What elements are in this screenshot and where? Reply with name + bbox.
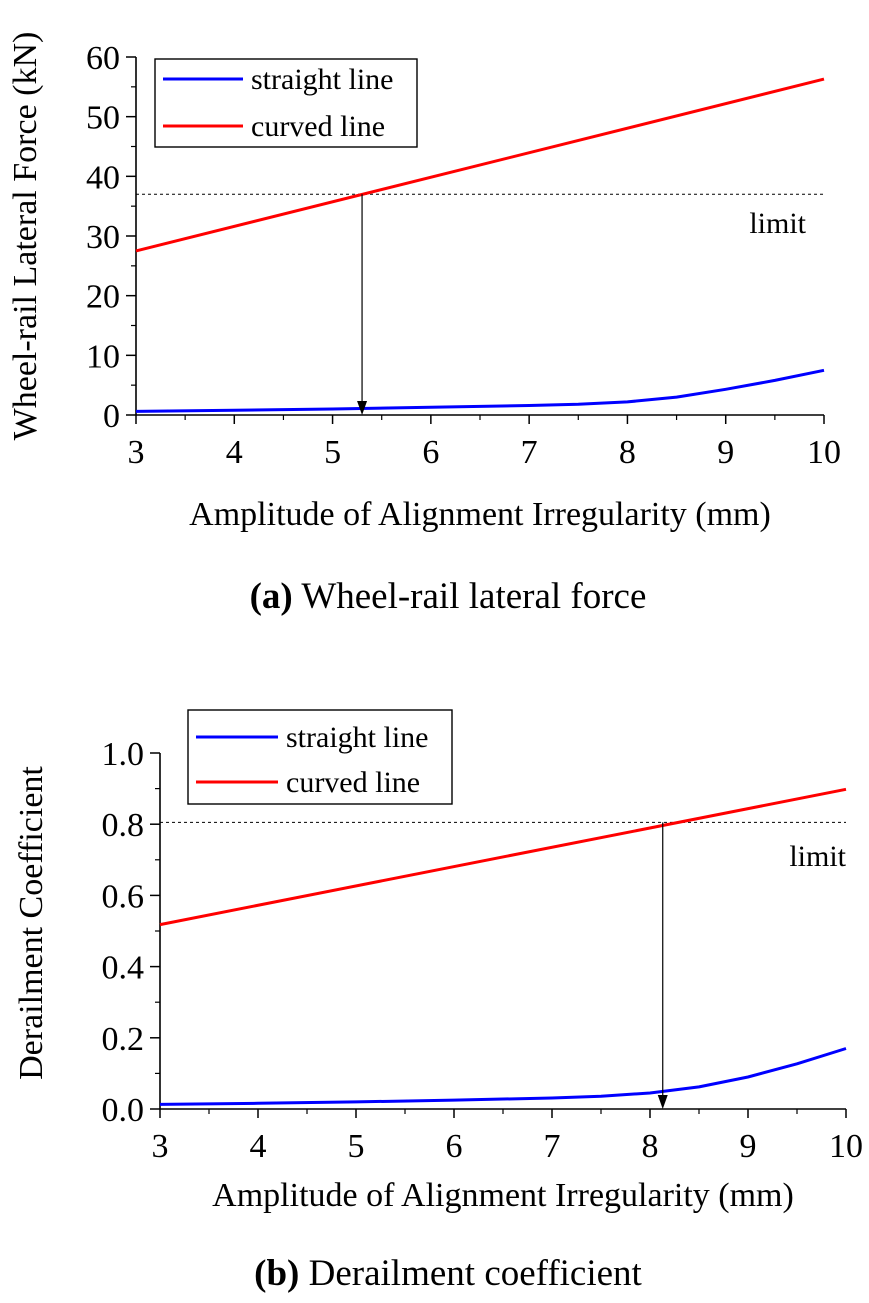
legend-label: straight line xyxy=(251,63,393,96)
chart-panel-b: 3 4 5 6 7 8 9 10 0.0 0.2 0.4 0.6 0.8 1.0 limit straight… xyxy=(13,709,863,1294)
intersection-arrow-head xyxy=(357,401,368,415)
legend-label: curved line xyxy=(286,766,420,799)
y-axis-title: Derailment Coefficient xyxy=(13,766,50,1080)
y-tick-label: 0.0 xyxy=(102,1092,145,1129)
x-tick-label: 4 xyxy=(226,434,243,471)
panel-caption: (a) Wheel-rail lateral force xyxy=(250,576,647,617)
y-tick-label: 0.2 xyxy=(102,1021,145,1058)
y-tick-label: 0 xyxy=(103,398,120,435)
intersection-arrow-head xyxy=(657,1095,668,1109)
legend-label: straight line xyxy=(286,721,428,754)
x-tick-label: 5 xyxy=(348,1128,365,1165)
y-axis-title: Wheel-rail Lateral Force (kN) xyxy=(7,32,44,441)
x-tick-label: 3 xyxy=(152,1128,169,1165)
x-tick-label: 7 xyxy=(544,1128,561,1165)
x-tick-label: 7 xyxy=(521,434,538,471)
y-tick-label: 40 xyxy=(86,159,120,196)
panel-label: (b) xyxy=(254,1253,299,1294)
y-tick-label: 0.4 xyxy=(102,950,145,987)
x-tick-label: 8 xyxy=(619,434,636,471)
x-tick-label: 6 xyxy=(446,1128,463,1165)
limit-label: limit xyxy=(789,840,846,873)
series-curved-line xyxy=(135,77,825,253)
x-tick-label: 4 xyxy=(250,1128,267,1165)
panel-label: (a) xyxy=(250,576,293,617)
y-tick-label: 10 xyxy=(86,338,120,375)
y-tick-label: 0.6 xyxy=(102,878,145,915)
legend-label: curved line xyxy=(251,110,385,143)
panel-caption: (b) Derailment coefficient xyxy=(254,1253,642,1294)
x-tick-label: 9 xyxy=(717,434,734,471)
x-tick-label: 5 xyxy=(324,434,341,471)
x-tick-label: 6 xyxy=(422,434,439,471)
x-axis-title: Amplitude of Alignment Irregularity (mm) xyxy=(212,1177,794,1214)
x-tick-label: 10 xyxy=(829,1128,863,1165)
legend-box xyxy=(154,58,418,148)
series-curved-line xyxy=(159,787,847,927)
x-axis-title: Amplitude of Alignment Irregularity (mm) xyxy=(189,496,771,533)
chart-panel-a: 3 4 5 6 7 8 9 10 0 10 20 30 40 50 60 limit straight line… xyxy=(7,32,841,617)
y-tick-label: 1.0 xyxy=(102,736,145,773)
x-tick-label: 10 xyxy=(807,434,841,471)
y-tick-label: 50 xyxy=(86,100,120,137)
panel-caption-text: Wheel-rail lateral force xyxy=(293,576,647,617)
y-tick-label: 60 xyxy=(86,40,120,77)
y-tick-label: 0.8 xyxy=(102,807,145,844)
y-tick-label: 30 xyxy=(86,219,120,256)
limit-label: limit xyxy=(749,207,806,240)
x-tick-label: 9 xyxy=(740,1128,757,1165)
y-tick-label: 20 xyxy=(86,279,120,316)
x-tick-label: 3 xyxy=(128,434,145,471)
series-straight-line xyxy=(159,1047,847,1106)
x-tick-label: 8 xyxy=(642,1128,659,1165)
panel-caption-text: Derailment coefficient xyxy=(299,1253,642,1294)
series-straight-line xyxy=(135,368,825,413)
legend-box xyxy=(187,709,453,805)
